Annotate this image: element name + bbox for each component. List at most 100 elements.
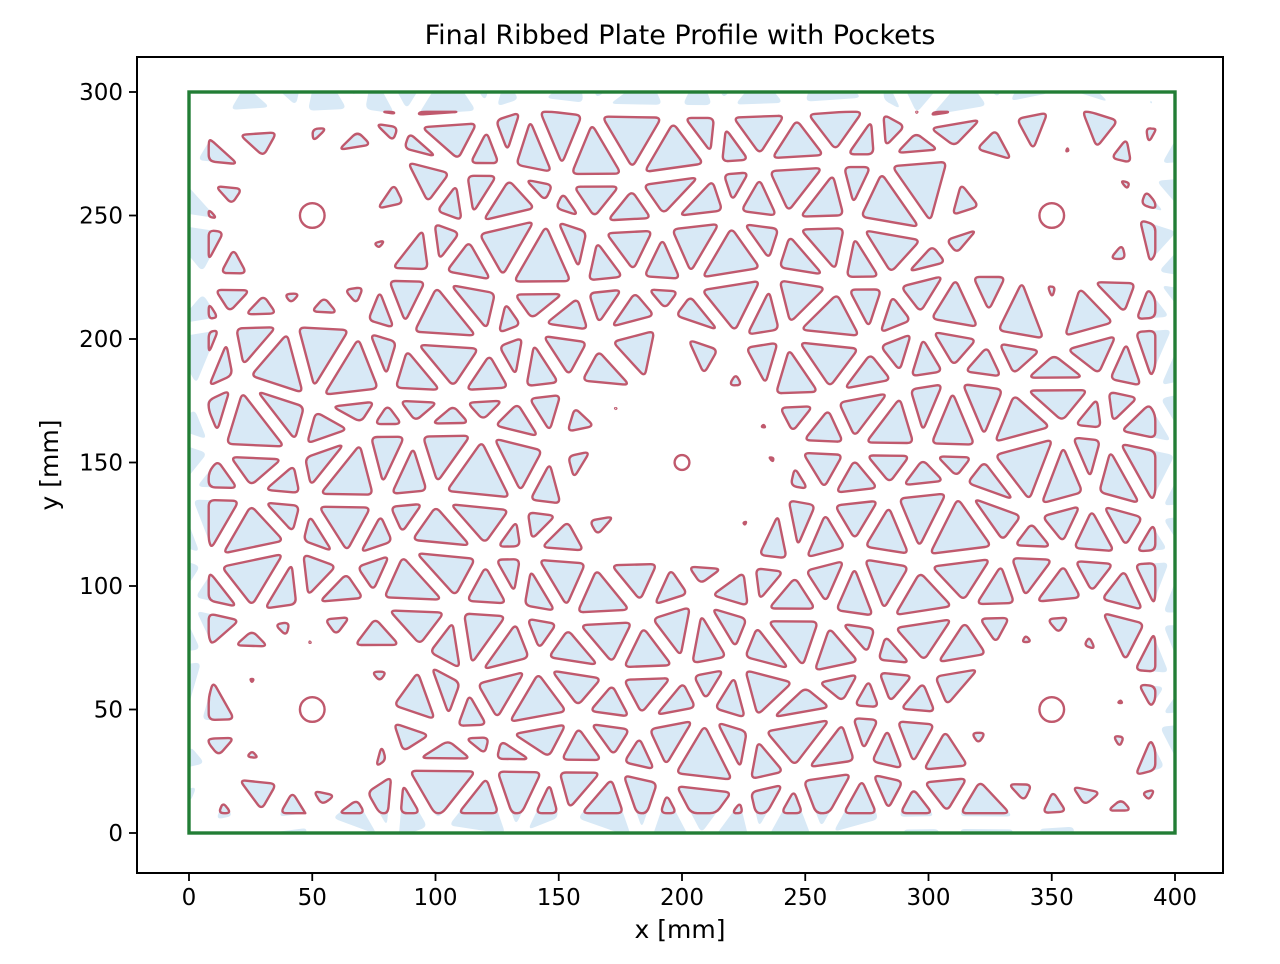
pocket-fill [862, 176, 917, 226]
pocket-fill [1112, 346, 1140, 385]
pocket-fill [899, 135, 935, 153]
pocket-contour [769, 620, 818, 665]
pocket-fill [449, 244, 489, 279]
pocket-fill [554, 671, 599, 704]
pocket-fill [933, 395, 973, 445]
pocket-contour [258, 391, 304, 438]
pocket-fill [838, 462, 875, 492]
pocket-contour [334, 401, 374, 422]
pocket-contour [1108, 391, 1136, 420]
pocket-fill [516, 228, 569, 282]
pocket-fill [1031, 357, 1080, 378]
pocket-fill [485, 626, 528, 668]
pocket-contour [821, 674, 857, 701]
pocket-fill [1078, 92, 1106, 101]
pocket-contour [207, 499, 238, 547]
pocket-fill [308, 92, 345, 111]
x-tick-label: 200 [660, 885, 704, 911]
pocket-contour [1065, 289, 1112, 336]
pocket-fill [304, 518, 330, 550]
pocket-fill [925, 734, 966, 769]
pocket-contour [543, 522, 583, 552]
pocket-fill [397, 353, 438, 390]
pocket-fill [722, 131, 746, 162]
pocket-fill [419, 553, 474, 594]
pocket-fill [900, 791, 933, 817]
pocket-contour [837, 461, 877, 494]
pocket-contour [1042, 448, 1082, 504]
pocket-contour [536, 786, 558, 815]
pocket-contour [677, 785, 731, 815]
pocket-contour [614, 330, 655, 376]
pocket-fill [197, 576, 235, 606]
pocket-fill [1161, 725, 1175, 757]
pocket-contour [371, 435, 404, 481]
pocket-contour [433, 406, 468, 425]
pocket-contour [924, 732, 967, 771]
pocket-contour [880, 298, 910, 332]
pocket-fill [424, 435, 468, 480]
pocket-fill [837, 501, 876, 537]
pocket-contour [302, 554, 335, 594]
pocket-contour [893, 161, 947, 220]
pocket-contour [718, 722, 747, 766]
pocket-contour [624, 629, 671, 668]
pocket-contour [467, 356, 507, 391]
pocket-contour [930, 499, 991, 555]
pocket-fill [608, 231, 651, 268]
pocket-contour [612, 293, 653, 327]
pocket-fill [937, 670, 975, 703]
pocket-contour [312, 298, 336, 314]
pocket-contour [1047, 285, 1056, 297]
pocket-contour [358, 556, 389, 589]
pocket-fill [218, 186, 240, 202]
pocket-fill [898, 620, 950, 658]
pocket-contour [1096, 281, 1135, 311]
pocket-fill [1043, 450, 1081, 502]
pocket-contour [898, 134, 937, 154]
pocket-contour [836, 570, 873, 616]
pocket-fill [1164, 582, 1175, 613]
pocket-fill [308, 414, 345, 442]
pocket-contour [932, 281, 977, 328]
pocket-contour [694, 670, 723, 698]
pocket-fill [1083, 110, 1116, 145]
pocket-fill [224, 555, 281, 603]
pocket-fill [1112, 247, 1125, 259]
pocket-fill [529, 619, 555, 646]
pocket-fill [391, 610, 442, 642]
pocket-contour [1139, 683, 1157, 706]
pocket-contour [932, 119, 979, 146]
pocket-fill [927, 778, 965, 809]
pocket-contour [968, 463, 1012, 499]
pocket-fill [500, 524, 520, 547]
pocket-contour [650, 720, 692, 764]
pocket-contour [995, 396, 1049, 442]
pocket-fill [1163, 286, 1175, 304]
pocket-contour [692, 617, 726, 664]
pocket-fill [735, 115, 782, 152]
pocket-fill [803, 228, 843, 267]
pocket-contour [423, 122, 476, 158]
pocket-contour [516, 292, 561, 318]
pocket-contour [370, 334, 397, 373]
pocket-contour [394, 723, 428, 751]
pocket-contour [527, 618, 556, 647]
pocket-fill [646, 125, 702, 172]
pocket-fill [228, 395, 282, 447]
pocket-contour [1122, 405, 1157, 439]
pocket-contour [467, 736, 489, 753]
pocket-contour [1141, 192, 1157, 209]
pocket-fill [541, 560, 584, 603]
x-tick-label: 250 [783, 885, 827, 911]
pocket-fill [435, 225, 458, 257]
pocket-fill [589, 245, 621, 280]
pocket-contour [805, 411, 843, 443]
pocket-contour [484, 181, 534, 221]
pocket-contour [1113, 735, 1124, 746]
pocket-contour [603, 115, 661, 166]
pocket-contour [925, 777, 966, 810]
pocket-fill [280, 92, 299, 103]
pocket-contour [499, 523, 521, 548]
x-tick-label: 400 [1153, 885, 1197, 911]
